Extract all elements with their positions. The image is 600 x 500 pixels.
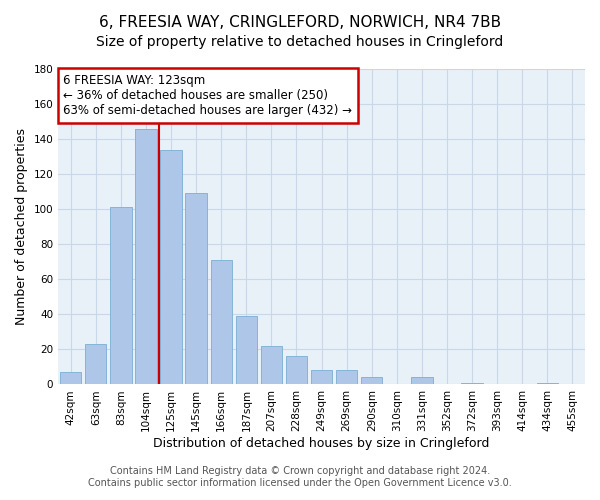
Text: 6, FREESIA WAY, CRINGLEFORD, NORWICH, NR4 7BB: 6, FREESIA WAY, CRINGLEFORD, NORWICH, NR… bbox=[99, 15, 501, 30]
Bar bbox=[261, 346, 282, 385]
X-axis label: Distribution of detached houses by size in Cringleford: Distribution of detached houses by size … bbox=[154, 437, 490, 450]
Text: 6 FREESIA WAY: 123sqm
← 36% of detached houses are smaller (250)
63% of semi-det: 6 FREESIA WAY: 123sqm ← 36% of detached … bbox=[64, 74, 352, 116]
Bar bbox=[85, 344, 106, 385]
Bar bbox=[136, 128, 157, 384]
Bar bbox=[110, 208, 131, 384]
Bar bbox=[411, 378, 433, 384]
Bar bbox=[236, 316, 257, 384]
Text: Size of property relative to detached houses in Cringleford: Size of property relative to detached ho… bbox=[97, 35, 503, 49]
Y-axis label: Number of detached properties: Number of detached properties bbox=[15, 128, 28, 325]
Text: Contains HM Land Registry data © Crown copyright and database right 2024.
Contai: Contains HM Land Registry data © Crown c… bbox=[88, 466, 512, 487]
Bar bbox=[311, 370, 332, 384]
Bar bbox=[211, 260, 232, 384]
Bar bbox=[537, 382, 558, 384]
Bar bbox=[461, 382, 483, 384]
Bar bbox=[286, 356, 307, 384]
Bar bbox=[336, 370, 358, 384]
Bar bbox=[361, 378, 382, 384]
Bar bbox=[185, 194, 207, 384]
Bar bbox=[60, 372, 82, 384]
Bar bbox=[160, 150, 182, 384]
